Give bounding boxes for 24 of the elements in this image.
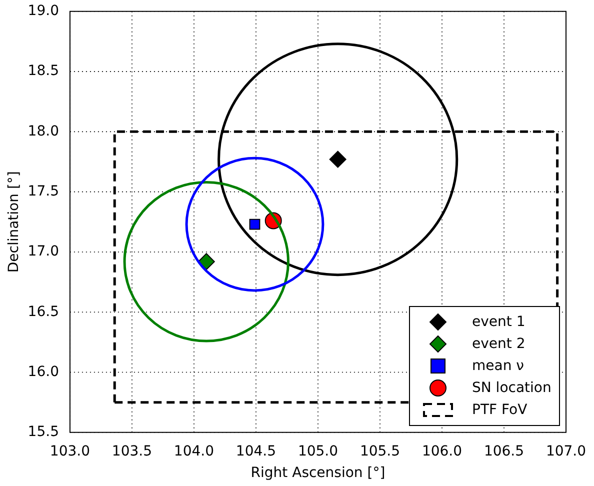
x-tick-label: 103.5 <box>112 443 152 460</box>
x-tick-label: 107.0 <box>546 443 586 460</box>
x-tick-label: 106.5 <box>484 443 524 460</box>
y-tick-label: 18.5 <box>28 63 59 80</box>
y-tick-label: 16.5 <box>28 304 59 320</box>
y-tick-label: 15.5 <box>28 424 59 440</box>
x-tick-label: 103.0 <box>50 443 90 460</box>
x-tick-label: 104.5 <box>236 443 276 460</box>
x-tick-label: 104.0 <box>174 443 214 460</box>
legend-label: mean ν <box>472 358 524 374</box>
y-axis-title: Declination [°] <box>6 171 22 273</box>
y-tick-label: 16.0 <box>28 364 59 380</box>
legend-label: SN location <box>472 380 552 396</box>
y-tick-label: 17.5 <box>28 183 59 200</box>
y-tick-label: 18.0 <box>28 123 59 140</box>
legend-label: PTF FoV <box>472 402 528 418</box>
x-tick-label: 106.0 <box>422 443 462 460</box>
legend-label: event 2 <box>472 336 526 352</box>
x-tick-label: 105.5 <box>360 443 400 460</box>
y-tick-label: 17.0 <box>28 244 59 260</box>
x-tick-label: 105.0 <box>298 443 338 460</box>
y-tick-label: 19.0 <box>28 3 59 20</box>
x-axis-title: Right Ascension [°] <box>250 465 386 482</box>
legend-label: event 1 <box>472 314 526 330</box>
